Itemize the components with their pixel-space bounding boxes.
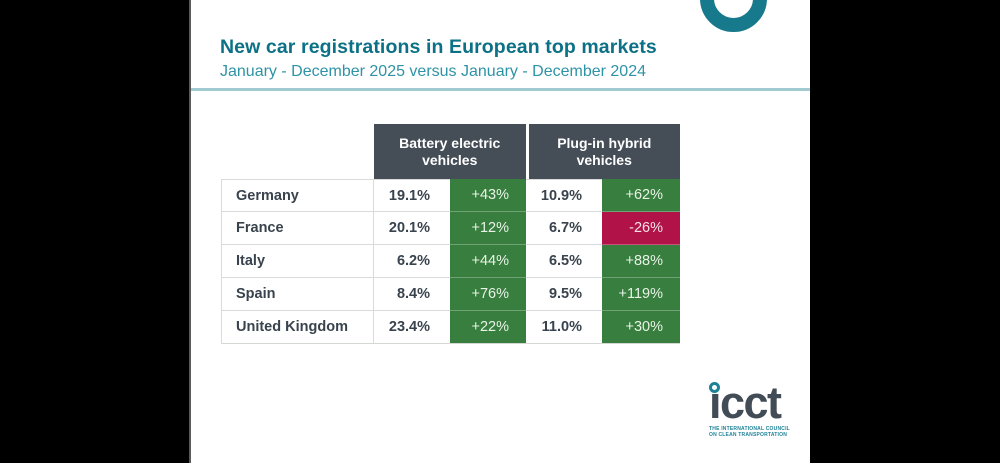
bev-change-cell: +76%: [450, 278, 526, 311]
country-cell: United Kingdom: [221, 311, 374, 344]
country-cell: Germany: [221, 179, 374, 212]
phev-change-cell: +30%: [602, 311, 680, 344]
bev-change-cell: +12%: [450, 212, 526, 245]
col-group-bev: Battery electric vehicles: [374, 124, 526, 179]
country-cell: Italy: [221, 245, 374, 278]
table-row-france: France 20.1% +12% 6.7% -26%: [221, 212, 680, 245]
table-row-germany: Germany 19.1% +43% 10.9% +62%: [221, 179, 680, 212]
bev-share-cell: 19.1%: [374, 179, 450, 212]
table-row-italy: Italy 6.2% +44% 6.5% +88%: [221, 245, 680, 278]
table-header: Battery electric vehicles Plug-in hybrid…: [374, 124, 680, 179]
bev-change-cell: +22%: [450, 311, 526, 344]
phev-share-cell: 9.5%: [526, 278, 602, 311]
icct-logo-tagline: THE INTERNATIONAL COUNCIL ON CLEAN TRANS…: [709, 426, 801, 438]
col-group-phev: Plug-in hybrid vehicles: [528, 124, 680, 179]
icct-logo-text: icct: [709, 377, 782, 428]
icct-logo: icct THE INTERNATIONAL COUNCIL ON CLEAN …: [709, 380, 801, 438]
bev-change-cell: +43%: [450, 179, 526, 212]
phev-share-cell: 6.7%: [526, 212, 602, 245]
page-subtitle: January - December 2025 versus January -…: [220, 63, 646, 80]
page-title: New car registrations in European top ma…: [220, 36, 657, 58]
phev-change-cell: +119%: [602, 278, 680, 311]
phev-share-cell: 6.5%: [526, 245, 602, 278]
figure-header: New car registrations in European top ma…: [220, 36, 780, 82]
bev-change-cell: +44%: [450, 245, 526, 278]
figure-card: New car registrations in European top ma…: [189, 0, 810, 463]
icct-tagline-line2: ON CLEAN TRANSPORTATION: [709, 432, 788, 438]
phev-change-cell: +62%: [602, 179, 680, 212]
table-row-spain: Spain 8.4% +76% 9.5% +119%: [221, 278, 680, 311]
country-cell: France: [221, 212, 374, 245]
icct-tagline-line1: THE INTERNATIONAL COUNCIL: [709, 426, 790, 432]
icct-logo-dot-ring-icon: [709, 382, 720, 393]
phev-share-cell: 11.0%: [526, 311, 602, 344]
table-body: Germany 19.1% +43% 10.9% +62% France 20.…: [221, 179, 680, 344]
phev-change-cell: +88%: [602, 245, 680, 278]
bev-share-cell: 23.4%: [374, 311, 450, 344]
header-divider: [191, 88, 810, 91]
icct-logo-wordmark: icct: [709, 380, 801, 425]
phev-share-cell: 10.9%: [526, 179, 602, 212]
phev-change-cell: -26%: [602, 212, 680, 245]
bev-share-cell: 6.2%: [374, 245, 450, 278]
brand-ring-icon: [700, 0, 767, 32]
country-cell: Spain: [221, 278, 374, 311]
bev-share-cell: 8.4%: [374, 278, 450, 311]
bev-share-cell: 20.1%: [374, 212, 450, 245]
table-row-united-kingdom: United Kingdom 23.4% +22% 11.0% +30%: [221, 311, 680, 344]
